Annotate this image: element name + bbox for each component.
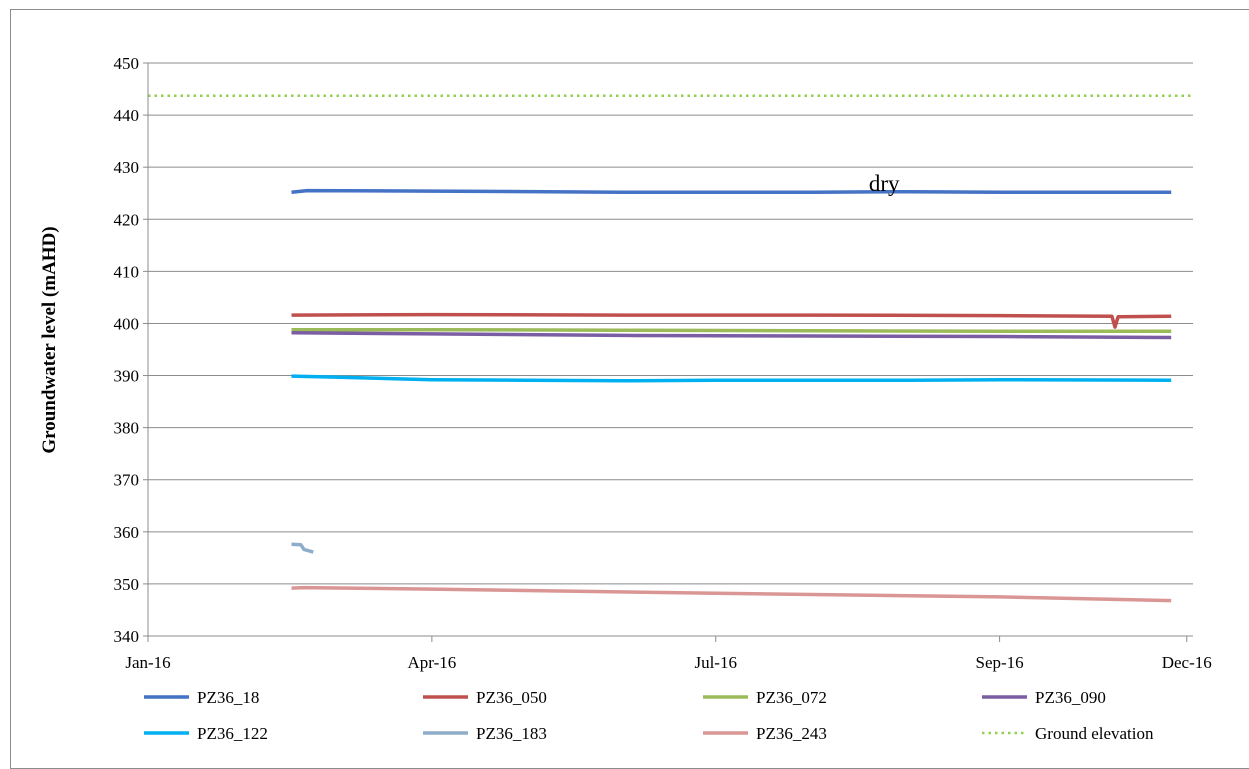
chart-frame — [10, 9, 1249, 769]
y-tick-label: 400 — [114, 314, 140, 333]
y-tick-label: 420 — [114, 210, 140, 229]
x-tick-label: Jan-16 — [125, 653, 170, 672]
y-tick-labels: 340 350 360 370 380 390 400 410 420 430 440 450 — [114, 54, 140, 646]
y-tick-label: 440 — [114, 106, 140, 125]
y-tick-label: 390 — [114, 367, 140, 386]
series-line-pz36-072 — [291, 327, 1172, 334]
y-tick-label: 380 — [114, 419, 140, 438]
x-tick-label: Dec-16 — [1162, 653, 1212, 672]
series-line-pz36-122 — [291, 374, 1172, 383]
y-tick-label: 340 — [114, 627, 140, 646]
y-axis-label: Groundwater level (mAHD) — [39, 226, 60, 453]
legend-label: PZ36_090 — [1035, 688, 1106, 707]
y-tick-label: 350 — [114, 575, 140, 594]
legend-label: PZ36_243 — [756, 724, 827, 743]
y-tick-label: 430 — [114, 158, 140, 177]
annotation-label: dry — [869, 171, 900, 196]
legend-label: PZ36_18 — [197, 688, 259, 707]
legend-label: PZ36_050 — [476, 688, 547, 707]
series-lines — [148, 94, 1193, 603]
y-tick-label: 360 — [114, 523, 140, 542]
series-line-pz36-243 — [291, 585, 1172, 603]
axes — [143, 62, 1193, 642]
series-line-pz36-183 — [291, 542, 314, 554]
x-tick-label: Sep-16 — [976, 653, 1024, 672]
x-tick-labels: Jan-16 Apr-16 Jul-16 Sep-16 Dec-16 — [125, 653, 1211, 672]
y-tick-label: 370 — [114, 471, 140, 490]
x-tick-label: Jul-16 — [694, 653, 737, 672]
y-tick-label: 410 — [114, 262, 140, 281]
legend-label: PZ36_122 — [197, 724, 268, 743]
series-line-pz36-18 — [291, 188, 1172, 194]
series-line-pz36-050 — [291, 312, 1172, 329]
legend-label: Ground elevation — [1035, 724, 1154, 743]
series-line-pz36-090 — [291, 331, 1172, 340]
x-tick-label: Apr-16 — [407, 653, 456, 672]
annotations: dry — [869, 171, 900, 196]
legend-label: PZ36_183 — [476, 724, 547, 743]
legend: PZ36_18 PZ36_050 PZ36_072 PZ36_090 PZ36_122 P… — [144, 688, 1154, 743]
gridlines — [148, 62, 1193, 585]
legend-label: PZ36_072 — [756, 688, 827, 707]
y-tick-label: 450 — [114, 54, 140, 73]
